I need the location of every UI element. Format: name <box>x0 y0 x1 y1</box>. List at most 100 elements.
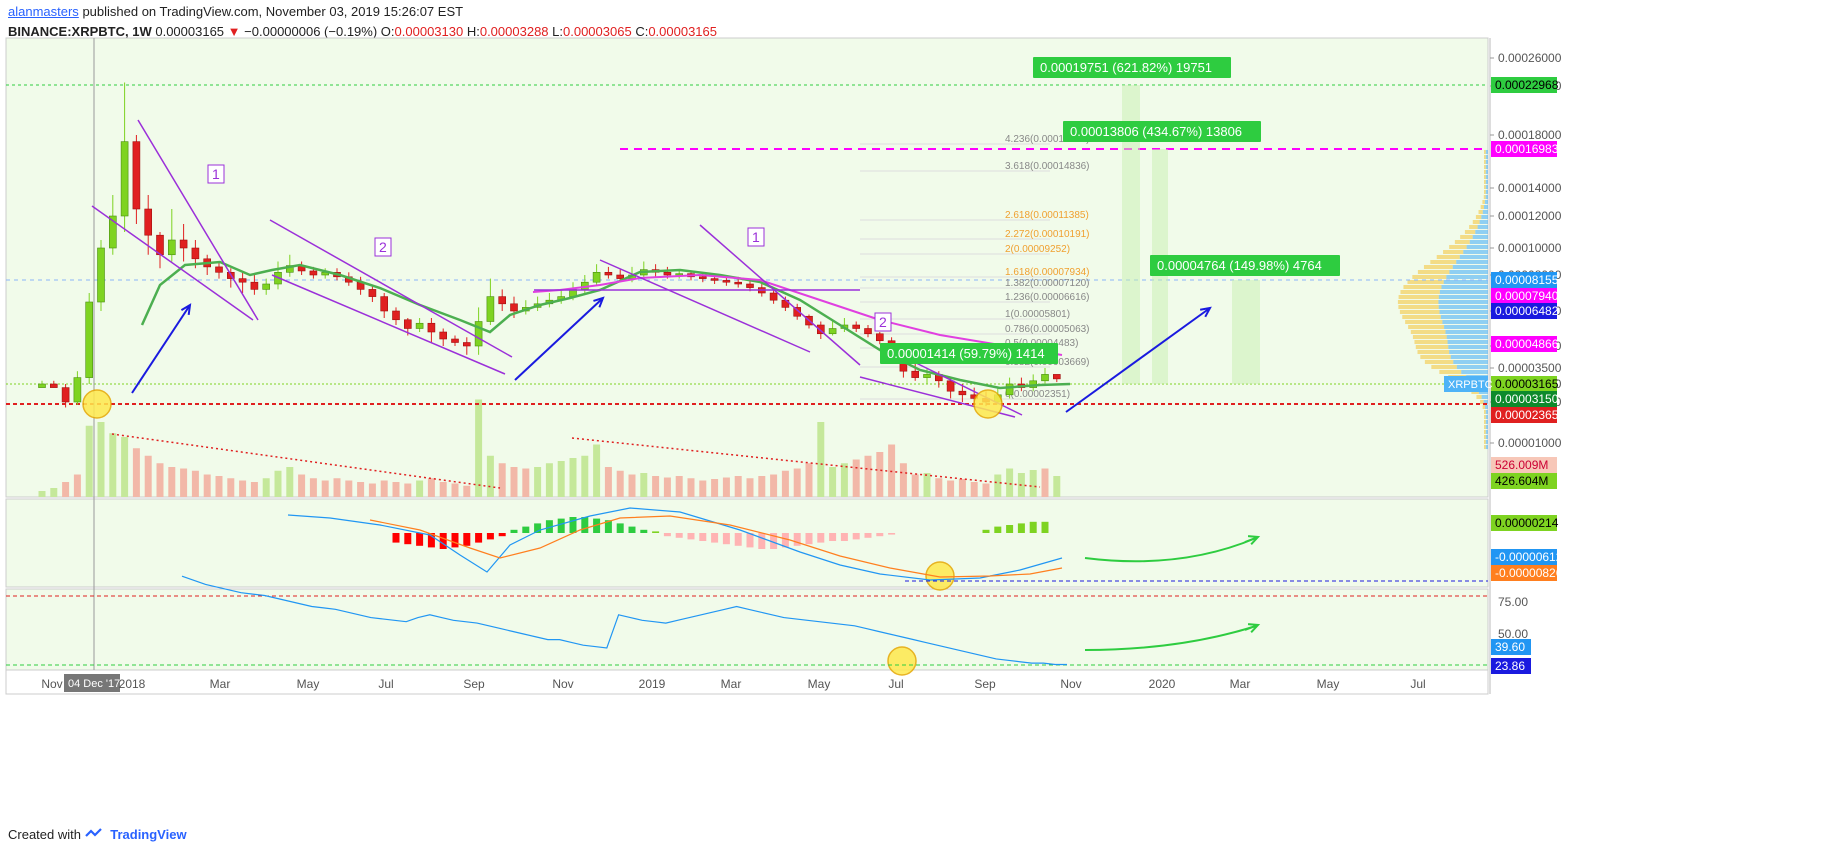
price-chart[interactable]: 0.000260000.000220000.000180000.00014000… <box>0 0 1828 810</box>
volume-profile-bar <box>1475 215 1482 219</box>
volume-profile-bar <box>1477 225 1488 229</box>
wave-label-box <box>747 227 765 247</box>
volume-bar <box>699 480 707 497</box>
volume-bar <box>475 399 483 497</box>
volume-bar <box>982 483 990 497</box>
volume-profile-bar <box>1476 395 1482 399</box>
trend-arrow <box>1065 307 1211 413</box>
volume-profile-bar <box>1481 215 1488 219</box>
candle-body <box>722 280 731 283</box>
volume-profile-bar <box>1485 435 1488 439</box>
volume-profile-bar <box>1485 420 1488 424</box>
publish-line: alanmasters published on TradingView.com… <box>8 4 463 19</box>
volume-profile-bar <box>1400 290 1440 294</box>
volume-profile-bar <box>1485 425 1488 429</box>
volume-bar <box>345 480 353 497</box>
x-tick-label: Jul <box>378 677 393 691</box>
volume-profile-bar <box>1444 325 1488 329</box>
volume-trend-line <box>571 437 1041 488</box>
high-label: H: <box>466 24 480 39</box>
fib-label: 2(0.00009252) <box>1005 244 1070 255</box>
macd-histogram-bar <box>805 533 813 545</box>
candle-body <box>828 328 837 335</box>
price-tag-label: 0.00004866 <box>1495 337 1559 351</box>
target-box-label: 0.00004764 (149.98%) 4764 <box>1157 258 1322 273</box>
volume-bar <box>876 452 884 497</box>
candle-body <box>710 278 719 281</box>
volume-bar <box>734 476 742 497</box>
volume-profile-bar <box>1449 270 1488 274</box>
macd-histogram-bar <box>829 533 837 541</box>
volume-profile-bar <box>1484 445 1486 449</box>
volume-bar <box>581 455 589 497</box>
volume-profile-bar <box>1443 280 1488 284</box>
curve-arrow <box>1084 537 1257 563</box>
channel-line <box>699 224 861 366</box>
macd-histogram-bar <box>581 517 589 533</box>
y-tick-label: 0.00010000 <box>1498 241 1562 255</box>
x-tick-label: Nov <box>41 677 62 691</box>
macd-histogram-bar <box>982 529 990 533</box>
macd-histogram-bar <box>699 533 707 541</box>
volume-bar <box>109 433 117 497</box>
volume-profile-bar <box>1464 230 1476 234</box>
volume-bar <box>534 467 542 497</box>
volume-profile-bar <box>1479 220 1488 224</box>
target-box <box>1150 255 1340 276</box>
author-link[interactable]: alanmasters <box>8 4 79 19</box>
volume-profile-bar <box>1403 285 1442 289</box>
channel-line <box>137 119 259 321</box>
volume-profile-bar <box>1485 170 1488 174</box>
published-text: published on TradingView.com, November 0… <box>82 4 464 19</box>
change-value: −0.00000006 (−0.19%) <box>244 24 378 39</box>
volume-bar <box>250 482 258 497</box>
candle-body <box>451 338 459 343</box>
volume-bar <box>416 480 424 497</box>
volume-bar <box>321 480 329 497</box>
candle-body <box>864 328 872 335</box>
price-tag-label: 426.604M <box>1495 474 1548 488</box>
fib-label: 2.272(0.00010191) <box>1005 229 1090 240</box>
y-tick-label: 0.00014000 <box>1498 181 1562 195</box>
close-label: C: <box>635 24 649 39</box>
volume-bar <box>840 463 848 497</box>
volume-bar <box>203 474 211 497</box>
ma-magenta-line <box>532 273 1063 356</box>
volume-profile-bar <box>1466 245 1488 249</box>
volume-bar <box>62 482 70 497</box>
macd-histogram-bar <box>864 533 872 538</box>
candle-body <box>462 342 471 347</box>
macd-histogram-bar <box>722 533 730 545</box>
macd-histogram-bar <box>687 533 695 540</box>
volume-bar <box>1053 476 1061 497</box>
macd-histogram-bar <box>439 533 447 549</box>
macd-tag <box>1491 565 1557 581</box>
volume-bar <box>947 480 955 497</box>
candle-body <box>250 281 259 290</box>
candle-body <box>285 265 294 273</box>
volume-profile-bar <box>1446 275 1488 279</box>
volume-bar <box>427 478 435 497</box>
candle-body <box>132 141 141 210</box>
volume-bar <box>817 422 825 497</box>
volume-bar <box>1006 468 1014 497</box>
candle-body <box>368 289 377 297</box>
x-tick-label: 2018 <box>119 677 146 691</box>
volume-profile-bar <box>1408 325 1445 329</box>
candle-body <box>120 141 129 217</box>
down-arrow-icon: ▼ <box>227 24 241 39</box>
volume-profile-bar <box>1454 240 1470 244</box>
tradingview-link[interactable]: TradingView <box>110 826 187 842</box>
volume-profile-bar <box>1484 170 1486 174</box>
x-tick-label: 2020 <box>1149 677 1176 691</box>
volume-profile-bar <box>1480 400 1484 404</box>
fib-label: 1(0.00005801) <box>1005 309 1070 320</box>
volume-profile-bar <box>1482 200 1485 204</box>
volume-bar <box>675 476 683 497</box>
volume-profile-bar <box>1420 355 1451 359</box>
macd-tag <box>1491 515 1557 531</box>
volume-profile-bar <box>1447 340 1488 344</box>
macd-histogram-bar <box>498 533 506 537</box>
price-tag <box>1491 473 1557 489</box>
volume-profile-bar <box>1415 345 1449 349</box>
